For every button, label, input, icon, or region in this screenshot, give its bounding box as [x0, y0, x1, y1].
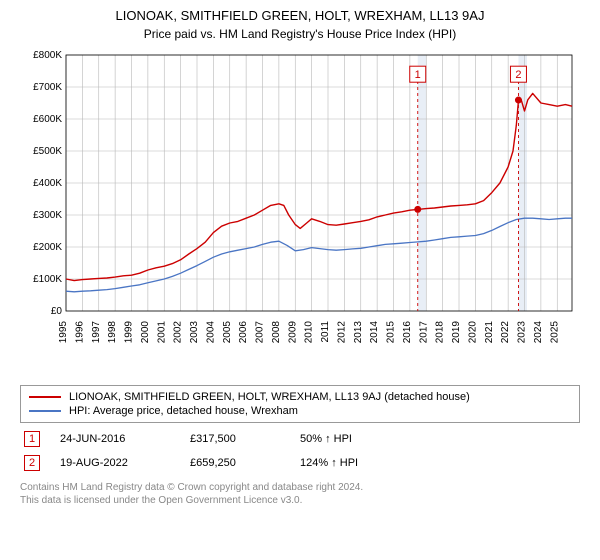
svg-text:£200K: £200K	[33, 242, 62, 253]
svg-text:2018: 2018	[435, 321, 446, 344]
event-pct: 50% ↑ HPI	[300, 433, 410, 445]
svg-text:2001: 2001	[156, 321, 167, 344]
svg-text:1997: 1997	[91, 321, 102, 344]
svg-text:2008: 2008	[271, 321, 282, 344]
svg-text:2022: 2022	[500, 321, 511, 344]
svg-text:2010: 2010	[304, 321, 315, 344]
event-price: £317,500	[190, 433, 280, 445]
svg-text:2024: 2024	[533, 321, 544, 344]
svg-text:£0: £0	[51, 306, 63, 317]
svg-text:£700K: £700K	[33, 82, 62, 93]
event-pct: 124% ↑ HPI	[300, 457, 410, 469]
svg-text:£600K: £600K	[33, 114, 62, 125]
svg-text:2015: 2015	[386, 321, 397, 344]
event-marker: 1	[24, 431, 40, 447]
legend-swatch	[29, 396, 61, 398]
svg-text:2011: 2011	[320, 321, 331, 343]
svg-text:2017: 2017	[418, 321, 429, 344]
event-price: £659,250	[190, 457, 280, 469]
svg-text:2002: 2002	[173, 321, 184, 344]
svg-text:2021: 2021	[484, 321, 495, 344]
event-date: 24-JUN-2016	[60, 433, 170, 445]
chart-subtitle: Price paid vs. HM Land Registry's House …	[144, 27, 456, 41]
footnote-line: This data is licensed under the Open Gov…	[20, 494, 580, 507]
svg-text:2012: 2012	[336, 321, 347, 344]
svg-text:2025: 2025	[549, 321, 560, 344]
svg-text:2019: 2019	[451, 321, 462, 344]
svg-text:2000: 2000	[140, 321, 151, 344]
legend-item: LIONOAK, SMITHFIELD GREEN, HOLT, WREXHAM…	[29, 390, 571, 404]
legend: LIONOAK, SMITHFIELD GREEN, HOLT, WREXHAM…	[20, 385, 580, 423]
events-table: 1 24-JUN-2016 £317,500 50% ↑ HPI 2 19-AUG-202…	[20, 429, 580, 477]
legend-item: HPI: Average price, detached house, Wrex…	[29, 404, 571, 418]
footnote: Contains HM Land Registry data © Crown c…	[20, 481, 580, 507]
svg-text:2: 2	[515, 69, 521, 81]
event-row: 1 24-JUN-2016 £317,500 50% ↑ HPI	[20, 429, 580, 453]
svg-text:2005: 2005	[222, 321, 233, 344]
svg-text:1999: 1999	[124, 321, 135, 344]
event-marker: 2	[24, 455, 40, 471]
svg-text:£100K: £100K	[33, 274, 62, 285]
svg-text:1996: 1996	[74, 321, 85, 344]
svg-text:1998: 1998	[107, 321, 118, 344]
svg-text:£800K: £800K	[33, 50, 62, 61]
legend-swatch	[29, 410, 61, 412]
svg-text:2007: 2007	[255, 321, 266, 344]
svg-text:£500K: £500K	[33, 146, 62, 157]
svg-text:2016: 2016	[402, 321, 413, 344]
svg-text:1: 1	[415, 69, 421, 81]
svg-text:2023: 2023	[517, 321, 528, 344]
svg-text:2020: 2020	[467, 321, 478, 344]
svg-text:2009: 2009	[287, 321, 298, 344]
svg-text:2013: 2013	[353, 321, 364, 344]
svg-text:£300K: £300K	[33, 210, 62, 221]
legend-label: HPI: Average price, detached house, Wrex…	[69, 405, 298, 417]
svg-text:2003: 2003	[189, 321, 200, 344]
svg-text:£400K: £400K	[33, 178, 62, 189]
svg-text:2014: 2014	[369, 321, 380, 344]
legend-label: LIONOAK, SMITHFIELD GREEN, HOLT, WREXHAM…	[69, 391, 470, 403]
svg-text:2004: 2004	[205, 321, 216, 344]
svg-text:1995: 1995	[58, 321, 69, 344]
event-date: 19-AUG-2022	[60, 457, 170, 469]
footnote-line: Contains HM Land Registry data © Crown c…	[20, 481, 580, 494]
price-chart: £0 £100K £200K £300K £400K £500K £600K £700K £80…	[20, 47, 580, 377]
svg-text:2006: 2006	[238, 321, 249, 344]
event-row: 2 19-AUG-2022 £659,250 124% ↑ HPI	[20, 453, 580, 477]
chart-title: LIONOAK, SMITHFIELD GREEN, HOLT, WREXHAM…	[116, 8, 485, 23]
